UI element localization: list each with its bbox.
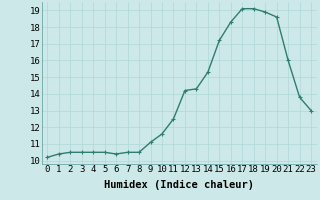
- X-axis label: Humidex (Indice chaleur): Humidex (Indice chaleur): [104, 180, 254, 190]
